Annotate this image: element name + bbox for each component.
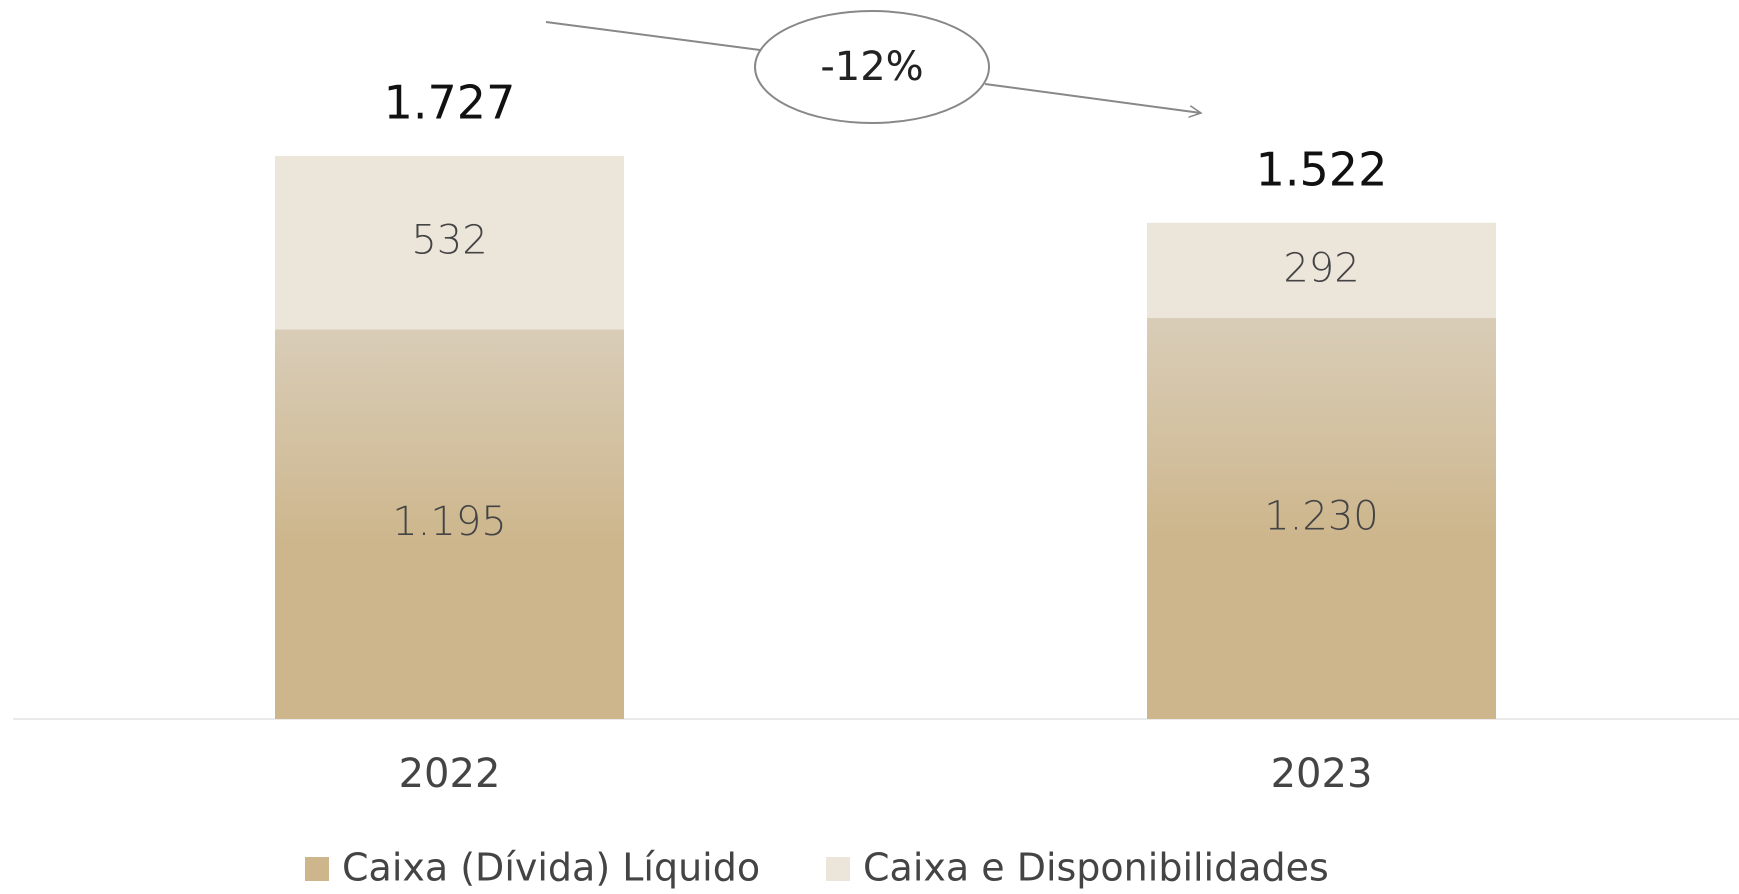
- segment-label: 292: [1283, 245, 1359, 291]
- segment-label: 532: [411, 218, 487, 264]
- total-label: 1.727: [384, 76, 516, 130]
- x-tick-label: 2022: [399, 751, 501, 797]
- bar-segment: [275, 156, 624, 330]
- trend-arrow: [545, 21, 1201, 113]
- segment-label: 1.230: [1264, 494, 1379, 540]
- bar-segment: [1147, 222, 1496, 319]
- x-tick-label: 2023: [1271, 751, 1373, 797]
- annotation: -12%: [820, 44, 923, 90]
- bar-segment: [1147, 318, 1496, 719]
- legend-swatch: [826, 857, 850, 881]
- total-label: 1.522: [1256, 142, 1388, 196]
- legend-label: Caixa (Dívida) Líquido: [342, 846, 760, 890]
- bar-segment: [275, 329, 624, 719]
- legend-label: Caixa e Disponibilidades: [863, 846, 1329, 890]
- legend-swatch: [305, 857, 329, 881]
- segment-label: 1.195: [392, 499, 507, 545]
- annotation-bubble: [754, 10, 990, 124]
